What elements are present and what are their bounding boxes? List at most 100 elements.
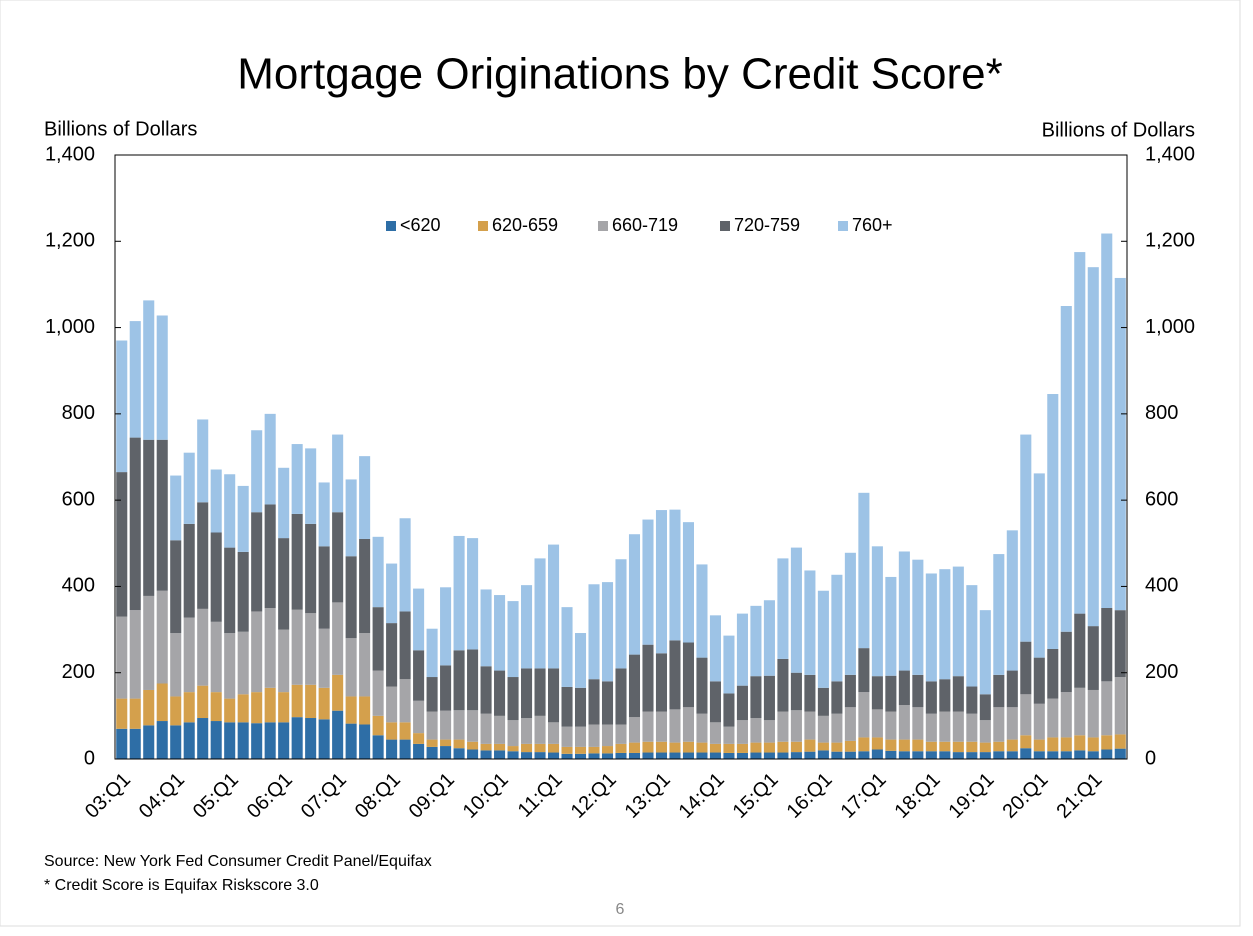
bar-segment [925,741,937,752]
bar-segment [170,696,182,726]
bar-segment [359,538,371,634]
bar-segment [143,439,155,596]
legend-swatch [598,221,608,231]
bar-segment [237,631,249,695]
bar-segment [966,686,978,714]
bar-segment [831,574,843,682]
bar-segment [264,413,276,505]
bar-segment [305,718,317,759]
bar-segment [480,750,492,759]
bar-segment [925,681,937,714]
bar-segment [467,749,479,759]
bar-segment [1047,698,1059,738]
legend-swatch [838,221,848,231]
bar-segment [1006,530,1018,671]
bar-segment [170,725,182,759]
bar-segment [521,718,533,744]
bar-segment [413,588,425,651]
bar-segment [170,633,182,697]
bar-segment [844,674,856,708]
bar-segment [1033,739,1045,752]
bar-segment [278,722,290,759]
bar-segment [1033,473,1045,658]
bar-segment [210,692,222,722]
bar-segment [831,681,843,714]
bar-segment [655,711,668,742]
bar-segment [1060,737,1072,752]
bar-segment [696,752,708,759]
bar-segment [1114,677,1126,735]
bar-segment [682,752,694,759]
bar-segment [521,743,533,753]
bar-segment [237,551,249,632]
bar-segment [574,633,587,688]
bar-segment [912,559,924,675]
bar-segment [440,587,452,666]
bar-segment [655,752,668,759]
bar-segment [736,613,748,686]
bar-segment [615,724,627,744]
bar-segment [993,751,1005,759]
bar-segment [696,657,708,714]
bar-segment [790,741,802,753]
bar-segment [224,722,236,759]
bar-segment [615,752,627,759]
bar-segment [494,715,506,744]
bar-segment [548,668,560,723]
bar-segment [453,748,465,759]
bar-segment [1087,737,1099,752]
bar-segment [534,752,546,759]
bar-segment [709,752,721,759]
bar-segment [264,687,276,723]
bar-segment [871,546,883,677]
bar-segment [561,753,573,759]
bar-segment [534,558,546,669]
bar-segment [359,456,371,539]
legend-swatch [720,221,730,231]
bar-segment [318,628,330,688]
bar-segment [305,613,317,685]
y2-tick-label: 1,200 [1145,230,1195,252]
bar-segment [413,700,425,734]
bar-segment [399,518,411,612]
bar-segment [467,741,479,750]
bar-segment [777,558,789,659]
bar-segment [804,711,816,740]
bar-segment [925,713,937,742]
bar-segment [453,710,465,740]
bar-segment [709,722,721,744]
bar-segment [345,556,357,639]
bar-segment [291,717,303,759]
bar-segment [628,717,641,743]
bar-segment [898,670,910,706]
bar-segment [979,720,991,743]
y-axis-label: Billions of Dollars [44,118,197,140]
bar-segment [750,605,762,677]
bar-segment [939,711,951,742]
bar-segment [696,742,708,753]
bar-segment [750,676,762,719]
bar-segment [655,510,668,654]
bar-segment [642,752,654,759]
bar-segment [601,753,614,759]
bar-segment [413,733,425,744]
bar-segment [278,538,290,630]
bar-segment [939,741,951,752]
bar-segment [129,610,141,699]
bar-segment [642,519,654,645]
bar-segment [183,692,195,723]
bar-segment [1074,687,1086,736]
bar-segment [885,576,897,676]
bar-segment [480,713,492,744]
bar-segment [1074,735,1086,751]
bar-segment [507,720,519,747]
bar-segment [777,711,789,742]
bar-segment [871,676,883,710]
bar-segment [952,752,964,759]
bar-segment [197,685,209,719]
bar-segment [210,469,222,533]
bar-segment [817,590,829,688]
bar-segment [615,668,627,725]
bar-segment [1020,748,1032,759]
bar-segment [507,746,519,752]
